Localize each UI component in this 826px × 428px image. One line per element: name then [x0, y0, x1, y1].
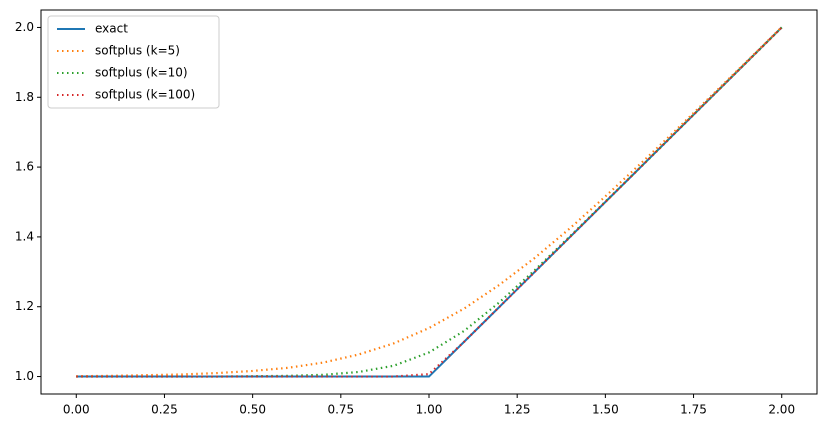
legend: exact softplus (k=5) softplus (k=10) softpl… — [47, 15, 220, 109]
plot-frame — [40, 9, 818, 395]
x-tick-label: 2.00 — [768, 403, 795, 417]
x-tick-label: 0.00 — [63, 403, 90, 417]
legend-label: exact — [95, 22, 128, 36]
x-tick-label: 1.25 — [504, 403, 531, 417]
y-tick-label: 1.8 — [15, 90, 34, 104]
x-tick-label: 0.25 — [151, 403, 178, 417]
legend-box — [47, 15, 220, 109]
legend-label: softplus (k=100) — [95, 88, 195, 102]
x-tick-label: 0.75 — [327, 403, 354, 417]
y-tick-label: 1.0 — [15, 369, 34, 383]
legend-label: softplus (k=5) — [95, 44, 180, 58]
y-tick-label: 1.6 — [15, 160, 34, 174]
x-tick-label: 1.00 — [416, 403, 443, 417]
x-tick-label: 1.50 — [592, 403, 619, 417]
legend-label: softplus (k=10) — [95, 66, 188, 80]
y-tick-label: 1.2 — [15, 299, 34, 313]
x-tick-label: 0.50 — [239, 403, 266, 417]
line-series — [76, 26, 783, 378]
y-tick-label: 2.0 — [15, 20, 34, 34]
y-tick-label: 1.4 — [15, 229, 34, 243]
line-series — [76, 26, 783, 378]
x-tick-label: 1.75 — [680, 403, 707, 417]
